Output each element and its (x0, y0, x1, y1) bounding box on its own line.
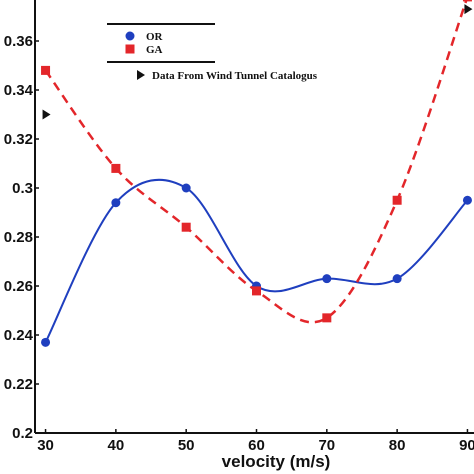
series-line-or (44, 178, 469, 343)
y-tick-label: 0.26 (4, 278, 33, 295)
data-point-ga (41, 65, 51, 75)
data-point-ga (181, 222, 191, 232)
data-point-ga (392, 195, 402, 205)
legend-label-ga: GA (146, 44, 163, 56)
x-axis-label: velocity (m/s) (222, 452, 331, 471)
y-tick-label: 0.28 (4, 229, 33, 246)
y-tick-label: 0.2 (12, 425, 33, 442)
data-point-or (462, 195, 472, 205)
x-tick-label: 30 (37, 437, 54, 454)
data-point-ga (462, 0, 472, 2)
legend-marker-wind-tunnel (137, 70, 145, 80)
x-tick-label: 80 (389, 437, 406, 454)
y-tick-label: 0.32 (4, 131, 33, 148)
y-tick-label: 0.22 (4, 376, 33, 393)
data-point-or (322, 274, 332, 284)
data-point-or (111, 198, 121, 208)
y-tick-label: 0.34 (4, 82, 34, 99)
y-tick-label: 0.36 (4, 33, 33, 50)
data-point-ga (322, 313, 332, 323)
y-tick-label: 0.38 (4, 0, 33, 1)
series-markers (41, 0, 473, 347)
tick-labels: 30 40 50 60 70 80 90 0.2 0.22 0.24 0.26 0.28 0.3 0.32… (4, 0, 474, 454)
legend-marker-ga (125, 44, 135, 54)
x-tick-label: 40 (108, 437, 125, 454)
data-point-ga (111, 163, 121, 173)
data-point-or (392, 274, 402, 284)
x-tick-label: 50 (178, 437, 195, 454)
y-tick-label: 0.24 (4, 327, 34, 344)
legend-marker-or (125, 31, 135, 41)
data-point-or (41, 337, 51, 347)
legend-label-wind-tunnel: Data From Wind Tunnel Catalogus (152, 70, 318, 82)
data-point-wind-tunnel (42, 109, 51, 120)
chart-axes (34, 0, 474, 434)
data-point-ga (252, 286, 261, 296)
y-tick-label: 0.3 (12, 180, 33, 197)
x-tick-label: 60 (248, 437, 265, 454)
legend-label-or: OR (146, 31, 164, 43)
data-point-or (181, 183, 191, 193)
x-tick-label: 90 (459, 437, 474, 454)
x-tick-label: 70 (318, 437, 335, 454)
data-point-wind-tunnel (464, 4, 473, 15)
